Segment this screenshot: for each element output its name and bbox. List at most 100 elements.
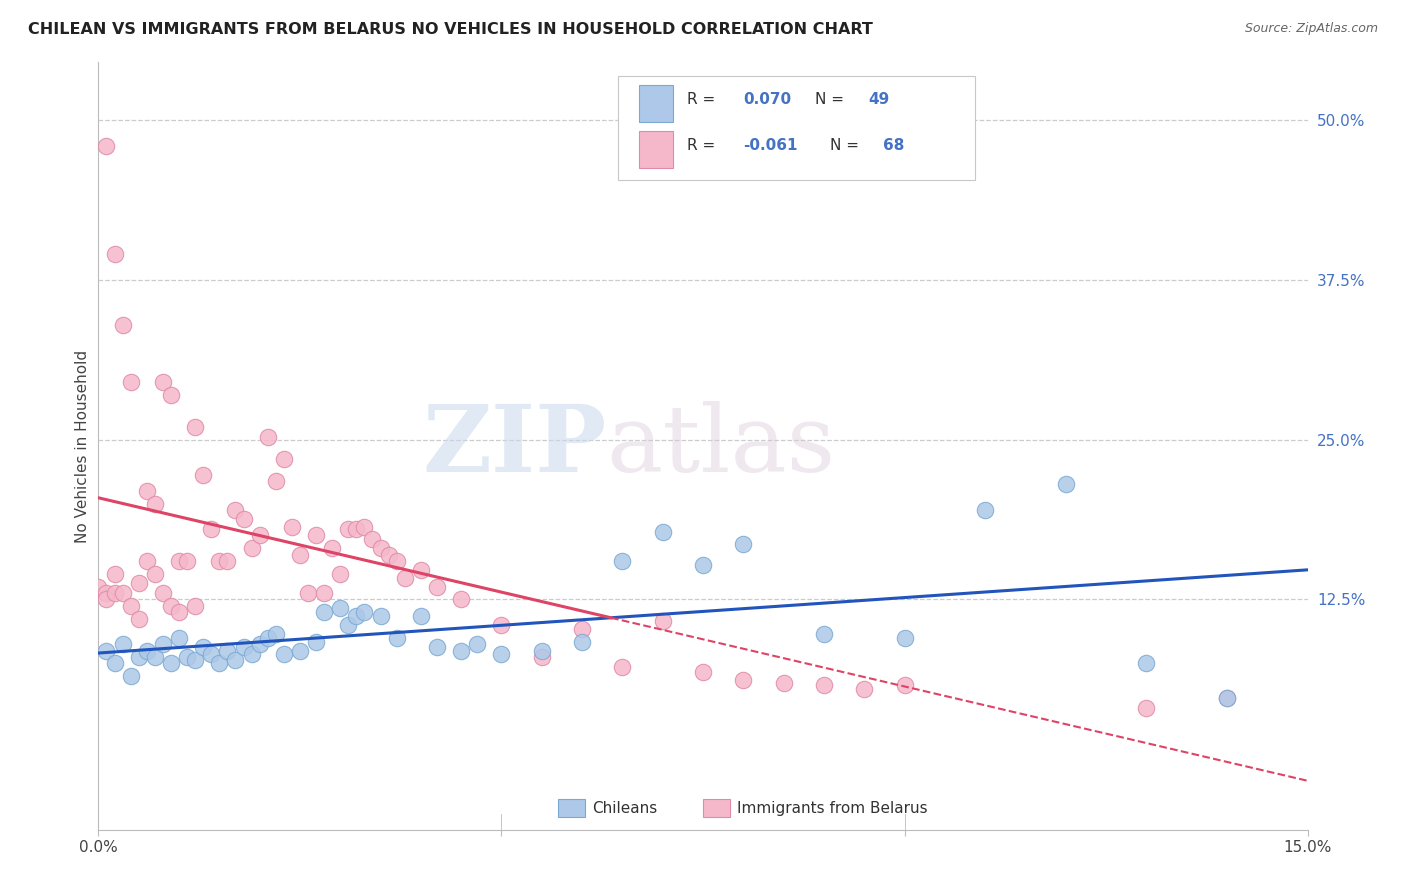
Point (184, 599, 207, 613)
Point (217, 554, 239, 568)
Point (288, 643, 311, 657)
Text: R =: R = (688, 92, 716, 107)
Text: Chileans: Chileans (592, 801, 657, 815)
Point (111, 318, 134, 332)
Point (160, 599, 183, 613)
Point (813, 678, 835, 692)
Point (224, 652, 246, 666)
Point (571, 622, 593, 636)
Point (240, 541, 263, 556)
Point (377, 548, 399, 562)
Point (120, 669, 142, 683)
Point (224, 503, 246, 517)
Point (813, 627, 835, 641)
Point (208, 554, 231, 568)
Point (167, 631, 190, 645)
Point (450, 592, 472, 607)
Point (176, 649, 198, 664)
Point (103, 566, 125, 581)
Point (772, 675, 794, 690)
Point (1054, 477, 1077, 491)
Point (135, 483, 157, 498)
Point (208, 657, 231, 671)
Text: R =: R = (688, 137, 716, 153)
Bar (703, 799, 730, 817)
Text: ZIP: ZIP (422, 401, 606, 491)
Point (692, 558, 714, 572)
Bar (638, 131, 673, 169)
Point (167, 605, 190, 619)
Text: 49: 49 (869, 92, 890, 107)
Point (385, 554, 408, 568)
Point (651, 524, 673, 539)
Point (152, 375, 174, 389)
Bar (558, 799, 585, 817)
Point (193, 468, 215, 483)
Point (426, 640, 449, 654)
Point (571, 634, 593, 648)
Point (264, 627, 287, 641)
Point (96, 592, 118, 607)
Point (103, 247, 125, 261)
Point (256, 631, 278, 645)
Text: N =: N = (830, 137, 859, 153)
Point (385, 631, 408, 645)
Point (1135, 657, 1157, 671)
Point (96, 643, 118, 657)
Point (143, 649, 166, 664)
Point (128, 575, 150, 590)
Point (394, 571, 416, 585)
Point (337, 522, 360, 536)
Point (143, 566, 166, 581)
Point (273, 451, 295, 466)
Point (96, 138, 118, 153)
Point (305, 634, 328, 648)
Point (87, 580, 110, 594)
Point (200, 522, 222, 536)
Point (193, 640, 215, 654)
Text: N =: N = (815, 92, 845, 107)
Point (152, 586, 174, 600)
Point (612, 554, 634, 568)
Point (240, 648, 263, 662)
Point (120, 375, 142, 389)
Point (353, 605, 375, 619)
Y-axis label: No Vehicles in Household: No Vehicles in Household (75, 350, 90, 542)
Point (160, 657, 183, 671)
Point (321, 541, 343, 556)
Point (344, 522, 367, 536)
Text: CHILEAN VS IMMIGRANTS FROM BELARUS NO VEHICLES IN HOUSEHOLD CORRELATION CHART: CHILEAN VS IMMIGRANTS FROM BELARUS NO VE… (28, 22, 873, 37)
Point (111, 586, 134, 600)
Point (1216, 690, 1239, 705)
Point (297, 586, 319, 600)
Text: Immigrants from Belarus: Immigrants from Belarus (737, 801, 928, 815)
Point (120, 599, 142, 613)
Point (426, 580, 449, 594)
Point (329, 601, 352, 615)
Point (200, 648, 222, 662)
Text: atlas: atlas (606, 401, 835, 491)
Point (1135, 701, 1157, 715)
Point (651, 614, 673, 628)
Point (893, 631, 915, 645)
Point (232, 640, 254, 654)
Point (530, 649, 553, 664)
Point (314, 605, 336, 619)
Point (167, 554, 190, 568)
Point (273, 648, 295, 662)
Point (152, 637, 174, 651)
Point (314, 586, 336, 600)
Point (612, 660, 634, 674)
Point (111, 637, 134, 651)
Point (853, 681, 876, 696)
Point (135, 643, 157, 657)
Point (733, 537, 755, 551)
Point (353, 519, 375, 533)
Point (337, 618, 360, 632)
Point (409, 609, 432, 624)
Point (450, 643, 472, 657)
Point (264, 474, 287, 488)
Point (288, 548, 311, 562)
Point (232, 512, 254, 526)
Point (281, 519, 304, 533)
